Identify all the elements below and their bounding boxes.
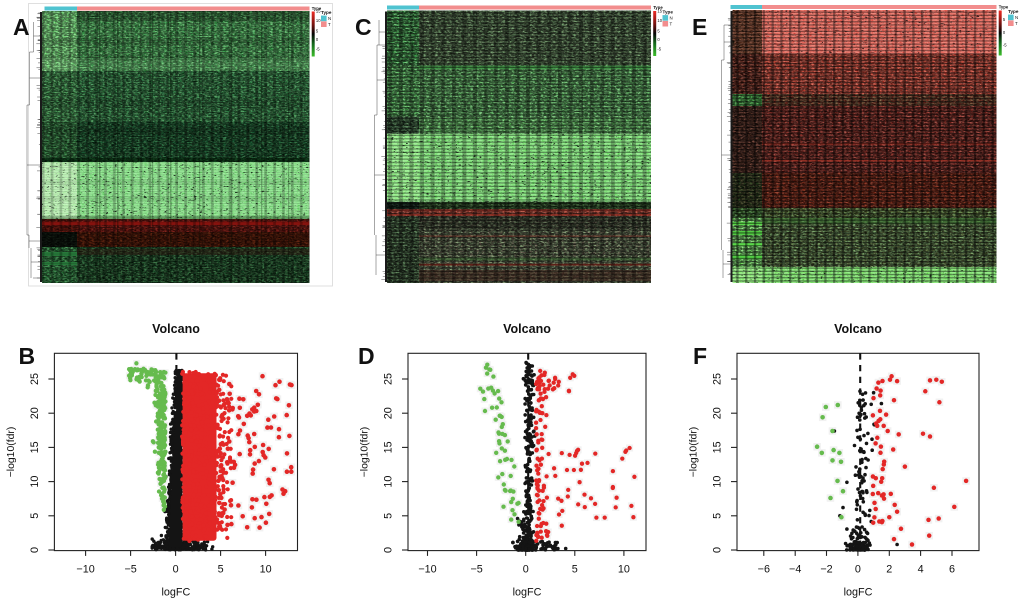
svg-text:25: 25 bbox=[712, 373, 724, 385]
svg-text:5: 5 bbox=[29, 513, 41, 519]
svg-text:5: 5 bbox=[1003, 17, 1006, 22]
svg-text:A: A bbox=[13, 14, 30, 40]
svg-text:5: 5 bbox=[383, 513, 395, 519]
svg-text:N: N bbox=[328, 16, 331, 21]
svg-text:5: 5 bbox=[712, 513, 724, 519]
svg-text:25: 25 bbox=[383, 373, 395, 385]
svg-text:N: N bbox=[670, 16, 673, 21]
svg-text:−6: −6 bbox=[758, 563, 770, 575]
svg-text:N: N bbox=[1015, 15, 1018, 20]
svg-text:Volcano: Volcano bbox=[152, 322, 200, 336]
svg-text:B: B bbox=[19, 343, 36, 369]
svg-text:−2: −2 bbox=[820, 563, 832, 575]
svg-text:−10: −10 bbox=[418, 563, 436, 575]
svg-text:Type: Type bbox=[312, 6, 322, 11]
svg-text:C: C bbox=[355, 14, 372, 40]
svg-text:-5: -5 bbox=[1003, 42, 1007, 47]
svg-text:−5: −5 bbox=[124, 563, 136, 575]
svg-text:10: 10 bbox=[260, 563, 272, 575]
svg-text:D: D bbox=[358, 343, 375, 369]
svg-text:E: E bbox=[692, 14, 707, 40]
svg-text:T: T bbox=[670, 21, 673, 26]
svg-text:15: 15 bbox=[712, 441, 724, 453]
svg-text:5: 5 bbox=[316, 28, 319, 33]
svg-text:15: 15 bbox=[657, 9, 662, 14]
svg-text:−10: −10 bbox=[76, 563, 94, 575]
svg-text:15: 15 bbox=[316, 9, 321, 14]
svg-text:0: 0 bbox=[855, 563, 861, 575]
svg-text:20: 20 bbox=[712, 407, 724, 419]
svg-text:4: 4 bbox=[918, 563, 924, 575]
svg-text:10: 10 bbox=[712, 476, 724, 488]
svg-text:0: 0 bbox=[29, 547, 41, 553]
svg-text:0: 0 bbox=[173, 563, 179, 575]
svg-text:−log10(fdr): −log10(fdr) bbox=[360, 427, 371, 478]
svg-text:Volcano: Volcano bbox=[834, 322, 882, 336]
svg-text:−4: −4 bbox=[789, 563, 801, 575]
svg-text:2: 2 bbox=[886, 563, 892, 575]
svg-text:0: 0 bbox=[523, 563, 529, 575]
svg-text:10: 10 bbox=[383, 476, 395, 488]
svg-text:5: 5 bbox=[218, 563, 224, 575]
svg-text:T: T bbox=[328, 22, 331, 27]
svg-text:Type: Type bbox=[999, 5, 1009, 10]
svg-text:0: 0 bbox=[712, 547, 724, 553]
svg-text:-5: -5 bbox=[657, 46, 661, 51]
svg-text:5: 5 bbox=[657, 28, 660, 33]
svg-text:−log10(fdr): −log10(fdr) bbox=[689, 427, 700, 478]
svg-text:−5: −5 bbox=[470, 563, 482, 575]
svg-text:Volcano: Volcano bbox=[503, 322, 551, 336]
svg-text:logFC: logFC bbox=[844, 587, 873, 599]
svg-text:5: 5 bbox=[572, 563, 578, 575]
svg-text:10: 10 bbox=[29, 476, 41, 488]
svg-text:0: 0 bbox=[316, 37, 319, 42]
svg-text:logFC: logFC bbox=[161, 587, 190, 599]
svg-text:20: 20 bbox=[29, 407, 41, 419]
svg-text:Type: Type bbox=[321, 10, 332, 15]
svg-text:20: 20 bbox=[383, 407, 395, 419]
svg-text:6: 6 bbox=[949, 563, 955, 575]
svg-text:10: 10 bbox=[316, 18, 321, 23]
svg-text:Type: Type bbox=[663, 10, 674, 15]
svg-text:F: F bbox=[693, 343, 707, 369]
svg-text:15: 15 bbox=[383, 441, 395, 453]
svg-text:logFC: logFC bbox=[513, 587, 542, 599]
svg-text:10: 10 bbox=[657, 18, 662, 23]
svg-text:15: 15 bbox=[29, 441, 41, 453]
svg-text:25: 25 bbox=[29, 373, 41, 385]
svg-text:−log10(fdr): −log10(fdr) bbox=[6, 427, 17, 478]
svg-text:T: T bbox=[1015, 21, 1018, 26]
svg-text:Type: Type bbox=[653, 5, 663, 10]
svg-text:0: 0 bbox=[383, 547, 395, 553]
svg-text:Type: Type bbox=[1008, 9, 1019, 14]
svg-text:10: 10 bbox=[618, 563, 630, 575]
svg-text:0: 0 bbox=[657, 37, 660, 42]
svg-text:-5: -5 bbox=[316, 46, 320, 51]
svg-text:0: 0 bbox=[1003, 30, 1006, 35]
